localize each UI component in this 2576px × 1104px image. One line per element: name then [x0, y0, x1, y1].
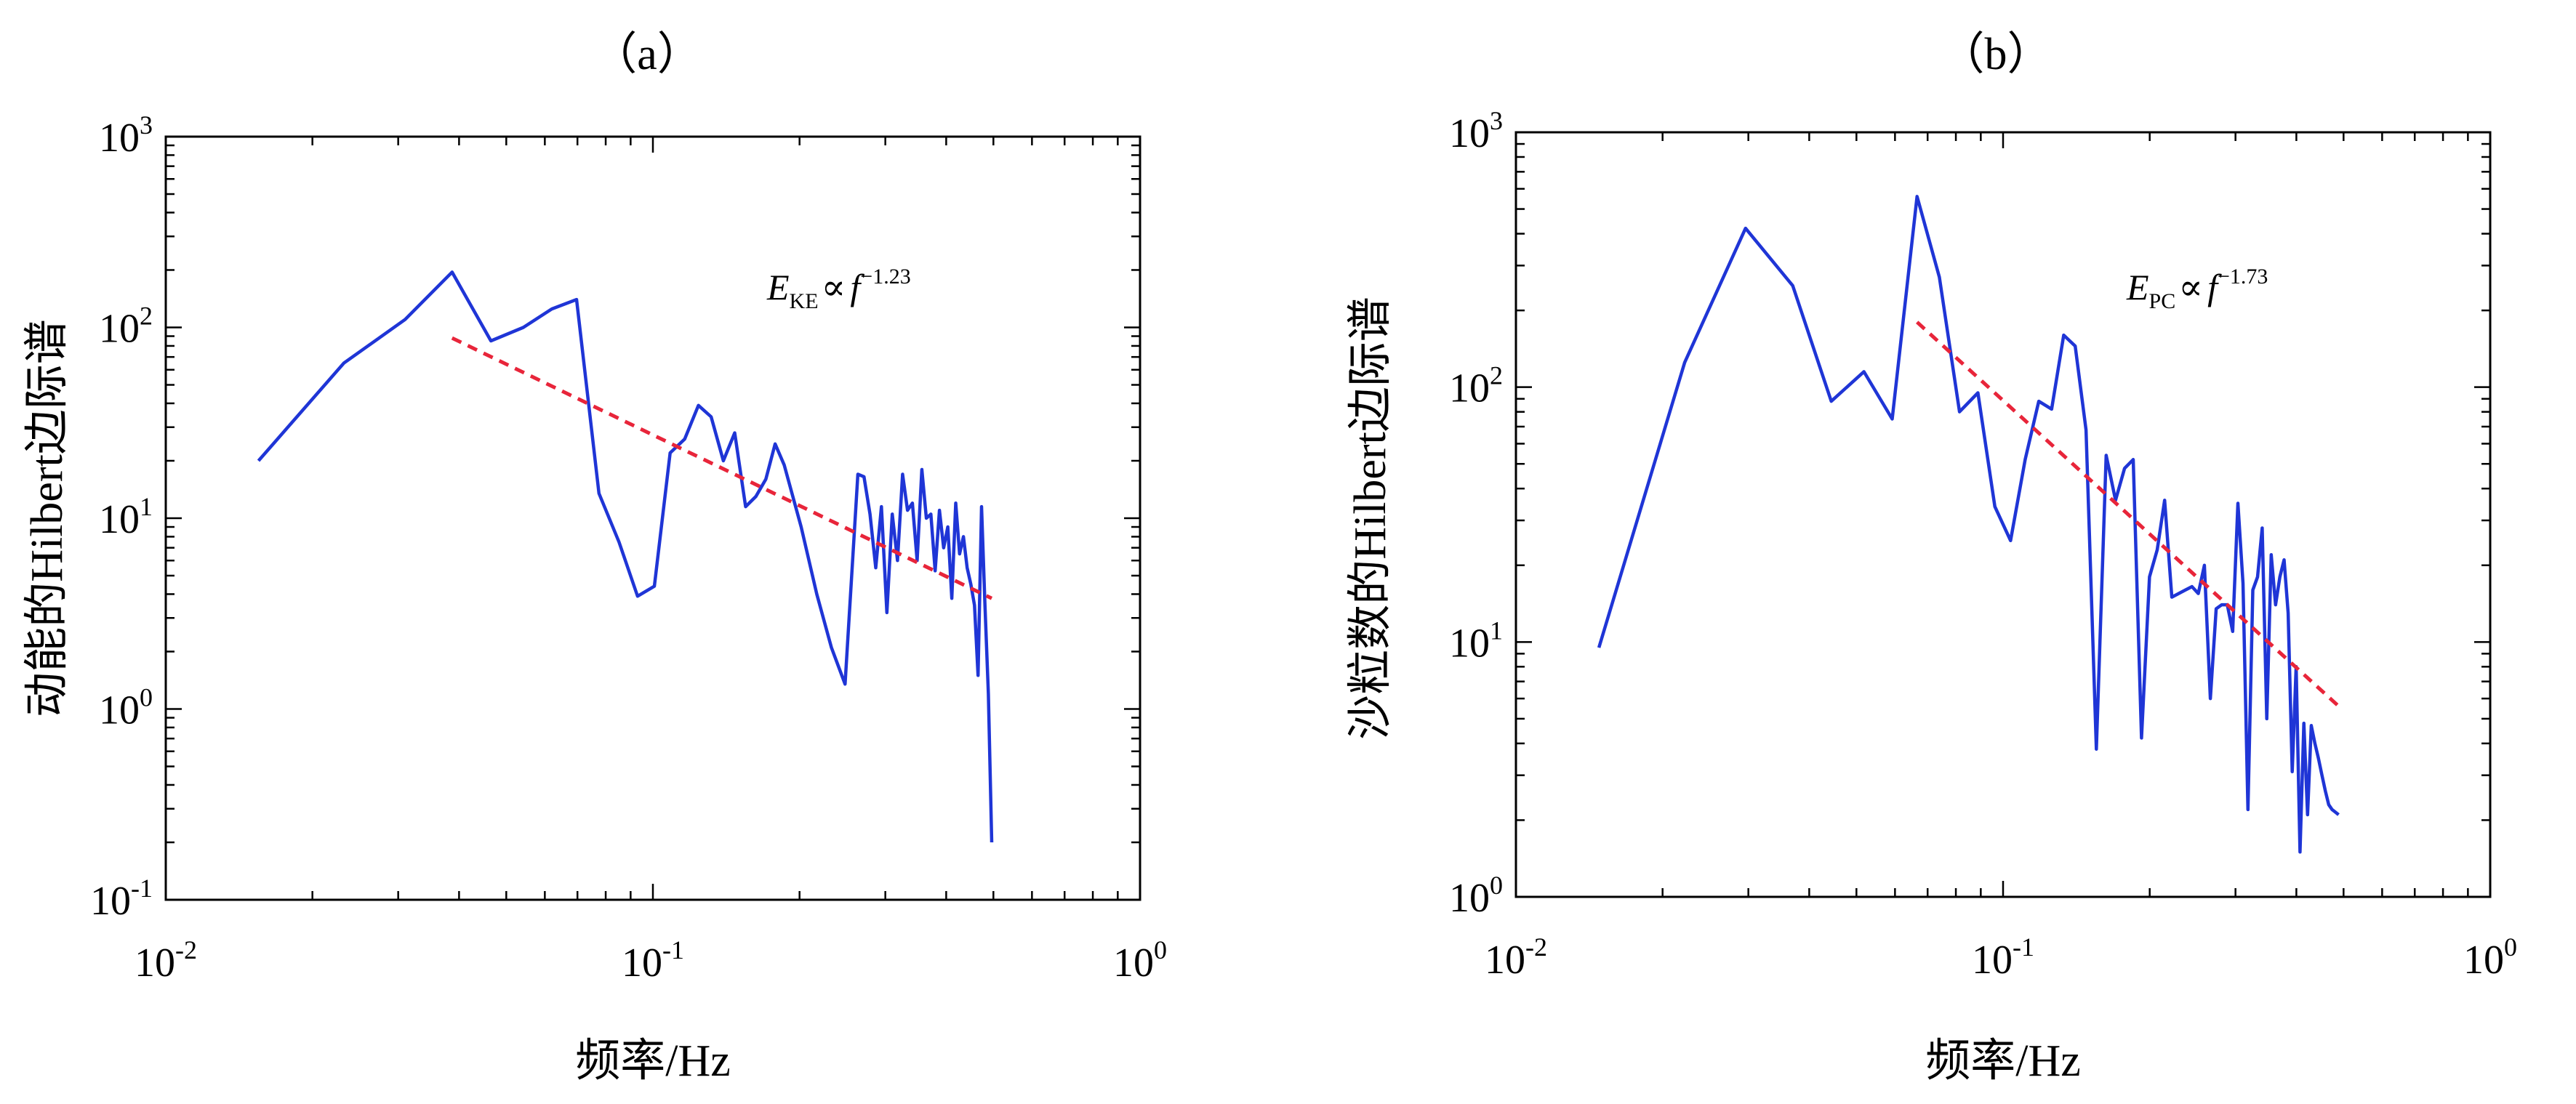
- plot-frame-b: [1514, 131, 2492, 898]
- y-tick-label: 100: [99, 683, 153, 733]
- x-tick-label: 10-1: [622, 935, 684, 986]
- annotation-b: EPC∝ f−1.73: [2126, 265, 2268, 313]
- annot-e-a: E: [766, 267, 790, 307]
- y-tick-labels-a: 10-1 100 101 102 103: [90, 110, 153, 924]
- y-tick-label: 102: [99, 302, 153, 352]
- x-tick-label: 100: [2463, 932, 2517, 983]
- y-tick-labels-b: 100 101 102 103: [1449, 106, 1503, 921]
- x-axis-label-b: 频率/Hz: [1925, 1036, 2081, 1086]
- annot-prop-a: ∝: [822, 267, 846, 307]
- annot-prop-b: ∝: [2178, 267, 2203, 307]
- series-lines-b: [1597, 195, 2340, 854]
- tick-marks-a: [164, 137, 1140, 901]
- annot-exp-a: −1.23: [860, 265, 910, 289]
- x-tick-label: 100: [1113, 935, 1167, 986]
- y-tick-label: 102: [1449, 361, 1503, 411]
- x-tick-labels-b: 10-2 10-1 100: [1485, 932, 2517, 983]
- y-tick-label: 101: [99, 492, 153, 542]
- svg-text:EPC∝f−1.73: EPC∝ f−1.73: [2126, 265, 2268, 313]
- tick-marks-b: [1514, 132, 2490, 898]
- y-tick-label: 100: [1449, 871, 1503, 921]
- y-tick-label: 10-1: [90, 874, 153, 924]
- annot-sub-a: KE: [790, 289, 819, 313]
- y-tick-label: 103: [1449, 106, 1503, 156]
- y-axis-label-a: 动能的Hilbert边际谱: [23, 319, 72, 717]
- y-tick-label: 103: [99, 110, 153, 161]
- annot-sub-b: PC: [2149, 289, 2176, 313]
- panel-title-a: （a）: [592, 30, 702, 79]
- y-tick-label: 101: [1449, 616, 1503, 666]
- x-tick-labels-a: 10-2 10-1 100: [135, 935, 1167, 986]
- fit-line: [1916, 321, 2340, 708]
- x-tick-label: 10-2: [1485, 932, 1547, 983]
- spectrum-line: [1597, 195, 2340, 854]
- annotation-a: EKE∝ f−1.23: [766, 265, 911, 313]
- x-tick-label: 10-1: [1972, 932, 2034, 983]
- svg-text:EKE∝f−1.23: EKE∝ f−1.23: [766, 265, 911, 313]
- x-axis-label-a: 频率/Hz: [575, 1036, 731, 1086]
- x-tick-label: 10-2: [135, 935, 197, 986]
- annot-e-b: E: [2126, 267, 2149, 307]
- annot-exp-b: −1.73: [2218, 265, 2268, 289]
- y-axis-label-b: 沙粒数的Hilbert边际谱: [1346, 297, 1395, 740]
- plot-frame-a: [164, 135, 1141, 901]
- series-lines-a: [257, 270, 994, 843]
- panel-title-b: （b）: [1939, 30, 2052, 79]
- spectrum-line: [257, 270, 994, 843]
- fit-line: [451, 336, 993, 600]
